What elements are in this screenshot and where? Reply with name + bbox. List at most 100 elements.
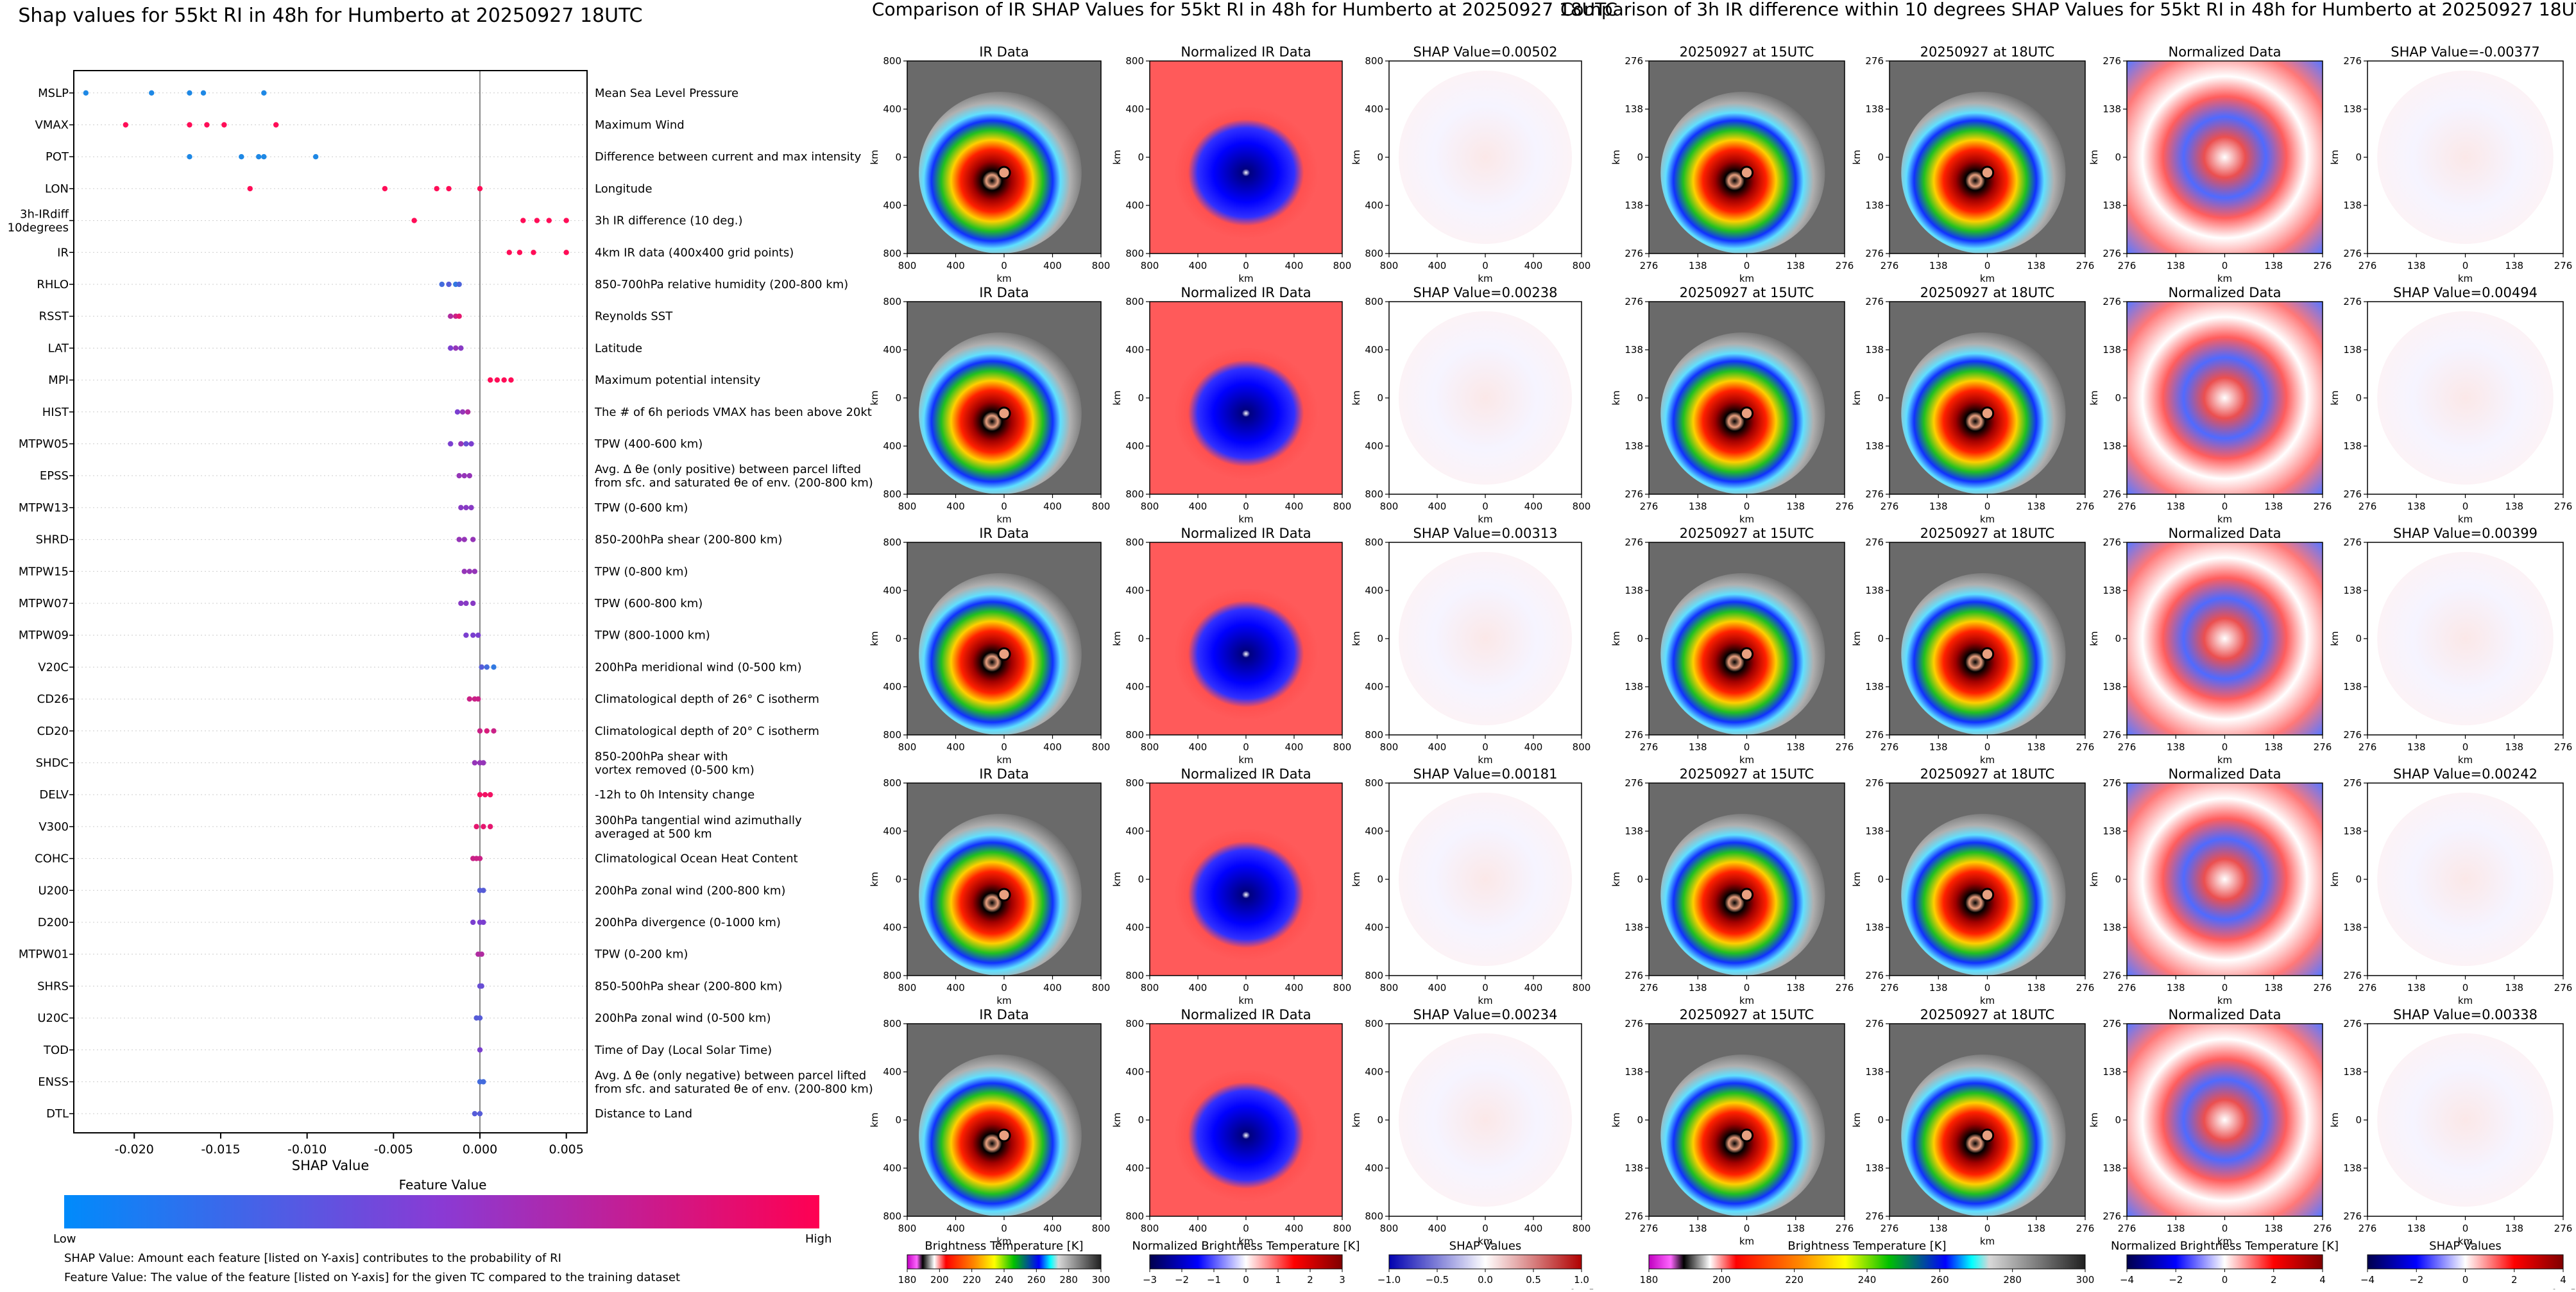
feature-label-line: MPI: [48, 374, 69, 387]
feature-label: MSLP: [38, 87, 69, 100]
x-tick-label: 138: [2407, 1223, 2426, 1234]
feature-label-line: MTPW07: [19, 597, 69, 610]
panel-title: IR Data: [979, 1007, 1029, 1022]
shap-point: [221, 122, 227, 128]
x-tick-label: 276: [2076, 1223, 2095, 1234]
shap-point: [472, 569, 478, 574]
shap-point: [487, 377, 493, 383]
x-tick-label: 800: [898, 741, 917, 753]
feature-description-line: 200hPa meridional wind (0-500 km): [595, 660, 801, 674]
panel-title: 20250927 at 15UTC: [1680, 766, 1814, 782]
shap-point: [477, 185, 483, 192]
colorbar-tick-label: 220: [1785, 1274, 1804, 1286]
storm-eye: [1739, 888, 1754, 902]
panel-title: IR Data: [979, 44, 1029, 60]
x-axis-label: km: [996, 995, 1011, 1006]
x-tick-label: -0.020: [115, 1142, 154, 1157]
feature-label: MTPW01: [19, 948, 69, 961]
x-tick-label: 800: [1141, 741, 1159, 753]
feature-label: ENSS: [38, 1075, 69, 1089]
x-tick-label: 138: [2027, 741, 2045, 753]
x-tick-label: 400: [1189, 741, 1207, 753]
y-tick-label: 800: [1125, 1210, 1144, 1222]
shap-point: [472, 1110, 478, 1117]
note-shap: SHAP Value: Amount each feature [listed …: [64, 1252, 561, 1265]
panel-title: 20250927 at 15UTC: [1680, 526, 1814, 541]
y-axis-label: km: [2088, 631, 2100, 646]
feature-label-line: MTPW15: [19, 565, 69, 578]
y-tick-label: 400: [1125, 440, 1144, 452]
y-tick-label: 276: [2103, 970, 2121, 981]
y-tick-label: 276: [1865, 55, 1884, 67]
feature-label-line: LON: [45, 182, 69, 196]
x-tick-label: 0: [1744, 260, 1750, 271]
feature-description: 3h IR difference (10 deg.): [595, 214, 743, 228]
y-tick-label: 400: [1365, 1162, 1383, 1174]
y-tick-label: 400: [1365, 103, 1383, 115]
y-axis-label: km: [1851, 390, 1863, 405]
shap-point: [482, 791, 488, 798]
y-tick-label: 800: [883, 296, 901, 307]
feature-description: TPW (600-800 km): [594, 597, 703, 610]
colorbar-title: Feature Value: [399, 1177, 487, 1193]
shap-point: [463, 600, 469, 607]
feature-label: RSST: [39, 310, 69, 323]
y-tick-label: 800: [883, 55, 901, 67]
x-tick-label: 276: [2076, 260, 2095, 271]
shap-point: [458, 345, 464, 351]
x-tick-label: 400: [1524, 1223, 1543, 1234]
y-tick-label: 276: [1865, 1210, 1884, 1222]
y-tick-label: 0: [1377, 633, 1383, 644]
y-axis-label: km: [2088, 872, 2100, 886]
y-tick-label: 0: [2115, 1114, 2121, 1126]
panel-title: IR Data: [979, 285, 1029, 300]
x-tick-label: 138: [2407, 982, 2426, 994]
y-tick-label: 0: [895, 874, 901, 885]
summary-xlabel: SHAP Value: [292, 1158, 370, 1173]
y-tick-label: 0: [2115, 392, 2121, 404]
feature-description-line: TPW (800-1000 km): [594, 629, 710, 642]
y-tick-label: 800: [1125, 537, 1144, 548]
y-tick-label: 400: [883, 103, 901, 115]
feature-label-line: MTPW13: [19, 501, 69, 515]
x-tick-label: 0: [1482, 501, 1488, 512]
y-tick-label: 276: [2343, 296, 2362, 307]
y-tick-label: 400: [1365, 200, 1383, 211]
y-tick-label: 400: [883, 1066, 901, 1078]
colorbar-tick-label: −1: [1207, 1274, 1221, 1286]
x-tick-label: 138: [1689, 501, 1707, 512]
normalized-field: [1173, 346, 1319, 481]
y-tick-label: 276: [1625, 296, 1643, 307]
y-tick-label: 138: [1625, 1162, 1643, 1174]
y-tick-label: 400: [1125, 825, 1144, 837]
feature-description: Climatological Ocean Heat Content: [595, 852, 798, 866]
x-tick-label: 276: [1640, 741, 1659, 753]
y-tick-label: 800: [1365, 970, 1383, 981]
x-tick-label: 0: [2222, 982, 2228, 994]
y-tick-label: 800: [1125, 248, 1144, 259]
feature-label: V300: [38, 820, 69, 834]
x-tick-label: 0: [1744, 1223, 1750, 1234]
x-tick-label: 800: [898, 1223, 917, 1234]
y-tick-label: 400: [1125, 1066, 1144, 1078]
x-tick-label: 138: [1786, 982, 1805, 994]
feature-description-line: averaged at 500 km: [595, 827, 712, 841]
feature-description: Avg. Δ θe (only positive) between parcel…: [595, 463, 873, 490]
panel-title: IR Data: [979, 766, 1029, 782]
colorbar-tick-label: −4: [2120, 1274, 2134, 1286]
x-axis-label: km: [1980, 754, 1995, 766]
y-tick-label: 138: [1865, 440, 1884, 452]
storm-eye: [997, 647, 1011, 661]
x-tick-label: 276: [1881, 260, 1899, 271]
y-tick-label: 276: [2343, 729, 2362, 741]
y-tick-label: 0: [1138, 874, 1144, 885]
feature-description-line: Climatological depth of 20° C isotherm: [595, 725, 819, 738]
storm-eye: [997, 406, 1011, 420]
feature-label: EPSS: [40, 469, 69, 483]
y-tick-label: 276: [1625, 970, 1643, 981]
feature-label-line: POT: [46, 150, 69, 164]
summary-axes-frame: [73, 70, 588, 1133]
y-tick-label: 138: [2103, 200, 2121, 211]
y-axis-label: km: [869, 872, 880, 886]
colorbar: [1388, 1254, 1582, 1270]
